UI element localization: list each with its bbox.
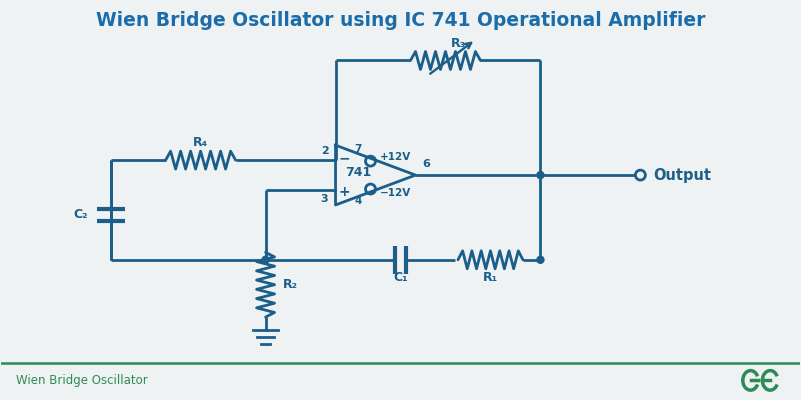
Text: 6: 6 [423,159,430,169]
Text: C₂: C₂ [74,208,88,222]
Text: Wien Bridge Oscillator using IC 741 Operational Amplifier: Wien Bridge Oscillator using IC 741 Oper… [96,11,705,30]
Text: 2: 2 [320,146,328,156]
Text: 3: 3 [320,194,328,204]
Circle shape [262,256,269,263]
Text: C₁: C₁ [393,271,408,284]
Text: R₃: R₃ [450,36,465,50]
Text: R₁: R₁ [483,271,498,284]
Text: +: + [339,185,350,199]
Text: Wien Bridge Oscillator: Wien Bridge Oscillator [16,374,147,387]
Text: +12V: +12V [380,152,411,162]
Text: −: − [339,151,350,165]
Circle shape [537,256,544,263]
Circle shape [537,172,544,178]
Text: R₄: R₄ [193,136,208,149]
Text: −12V: −12V [380,188,411,198]
Text: 4: 4 [354,196,362,206]
Text: 7: 7 [354,144,362,154]
Text: Output: Output [653,168,710,182]
Text: R₂: R₂ [283,278,298,291]
Text: 741: 741 [345,166,371,179]
